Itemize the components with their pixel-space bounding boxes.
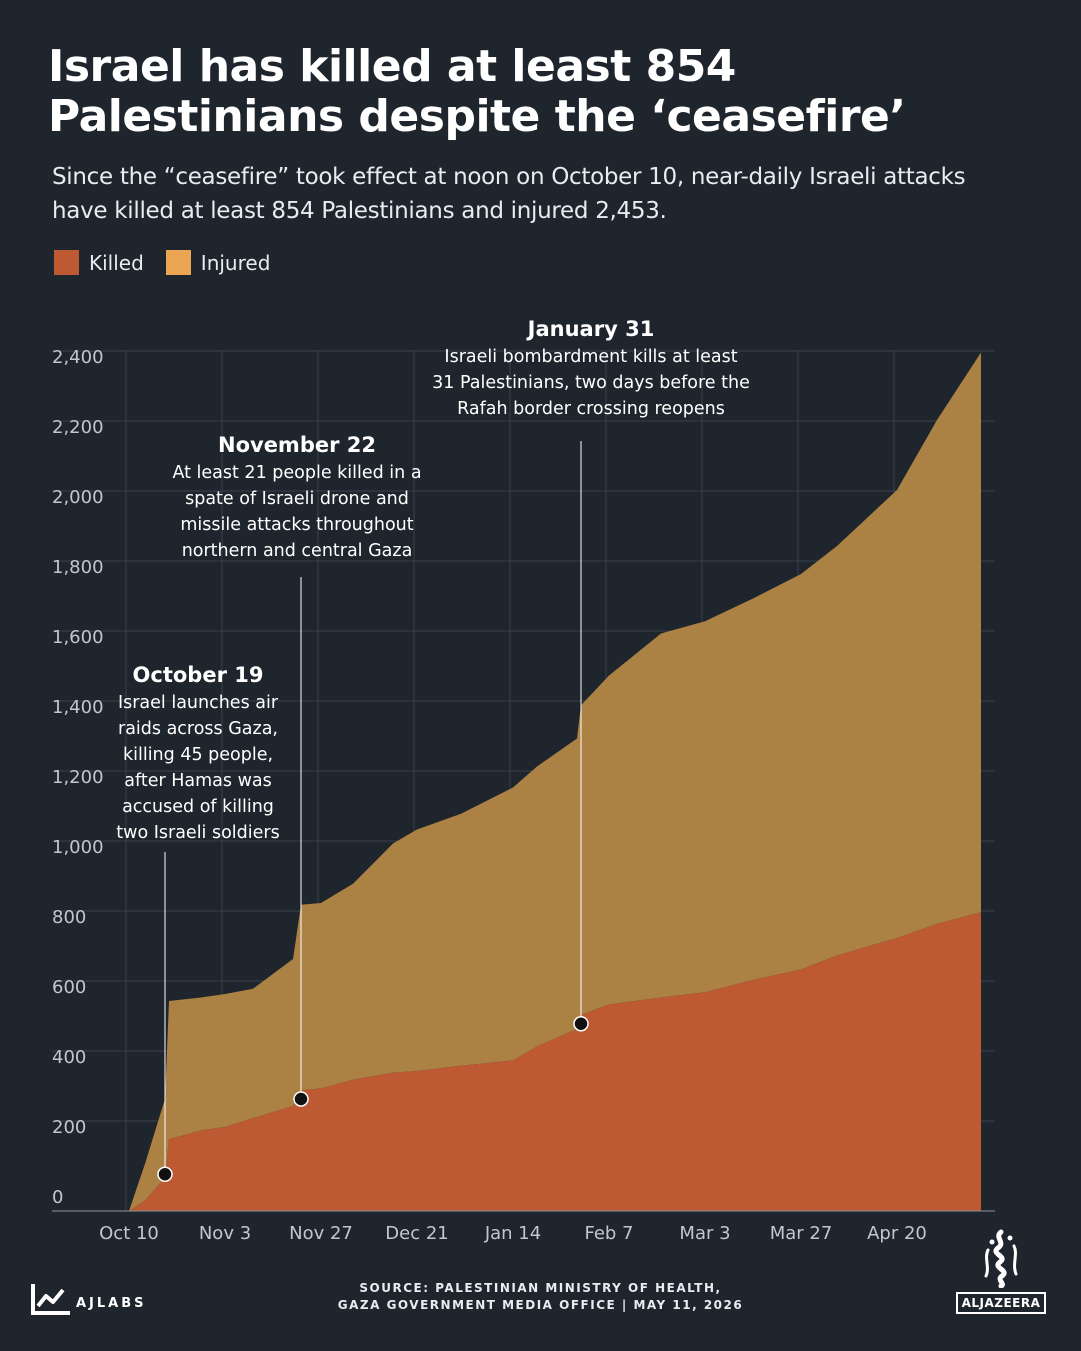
annotation-text-line: missile attacks throughout (180, 515, 413, 535)
y-tick-label: 400 (52, 1047, 86, 1068)
annotation-text-line: after Hamas was (124, 771, 271, 791)
y-tick-label: 2,400 (52, 347, 104, 368)
aljazeera-logo: ALJAZEERA (955, 1228, 1047, 1314)
y-tick-label: 0 (52, 1187, 63, 1208)
annotation-text-line: 31 Palestinians, two days before the (432, 373, 750, 393)
legend-item-killed: Killed (54, 250, 144, 275)
chart-line-icon (31, 1284, 70, 1315)
legend-label-injured: Injured (200, 250, 271, 275)
annotation-title: November 22 (218, 433, 376, 457)
aljazeera-calligraphy-icon (984, 1229, 1018, 1289)
annotation-text-line: accused of killing (122, 797, 274, 817)
chart-subtitle: Since the “ceasefire” took effect at noo… (52, 160, 1052, 228)
x-tick-label: Mar 27 (770, 1223, 833, 1244)
annotation-text-line: raids across Gaza, (118, 719, 278, 739)
source-note: SOURCE: PALESTINIAN MINISTRY OF HEALTH, … (0, 1280, 1081, 1314)
legend: Killed Injured (54, 250, 292, 275)
source-line-1: SOURCE: PALESTINIAN MINISTRY OF HEALTH, (359, 1281, 722, 1295)
annotation-marker (573, 1016, 589, 1032)
x-tick-label: Mar 3 (679, 1223, 730, 1244)
source-line-2: GAZA GOVERNMENT MEDIA OFFICE | MAY 11, 2… (337, 1298, 744, 1312)
x-tick-label: Feb 7 (584, 1223, 633, 1244)
subtitle-line-2: have killed at least 854 Palestinians an… (52, 198, 667, 224)
y-tick-label: 800 (52, 907, 86, 928)
y-tick-label: 1,600 (52, 627, 104, 648)
legend-item-injured: Injured (165, 250, 271, 275)
subtitle-line-1: Since the “ceasefire” took effect at noo… (52, 164, 966, 190)
legend-label-killed: Killed (89, 250, 144, 275)
annotation-title: January 31 (526, 317, 655, 341)
annotation-text-line: spate of Israeli drone and (185, 489, 409, 509)
annotation-text-line: Israel launches air (118, 693, 279, 713)
y-tick-label: 1,000 (52, 837, 104, 858)
y-tick-label: 1,200 (52, 767, 104, 788)
annotation-marker (293, 1091, 309, 1107)
y-tick-label: 2,000 (52, 487, 104, 508)
y-tick-label: 200 (52, 1117, 86, 1138)
annotation-text-line: killing 45 people, (123, 745, 273, 765)
annotation-marker (157, 1166, 173, 1182)
title-line-1: Israel has killed at least 854 (48, 41, 736, 92)
area-killed (129, 912, 981, 1211)
annotation-text-line: At least 21 people killed in a (172, 463, 421, 483)
title-line-2: Palestinians despite the ‘ceasefire’ (48, 91, 906, 142)
y-tick-label: 1,800 (52, 557, 104, 578)
x-tick-label: Nov 27 (289, 1223, 353, 1244)
annotations: October 19 Israel launches air raids acros… (116, 317, 750, 1182)
legend-swatch-killed (54, 250, 79, 275)
annotation-text-line: Rafah border crossing reopens (457, 399, 725, 419)
x-tick-label: Oct 10 (99, 1223, 159, 1244)
annotation-text-line: Israeli bombardment kills at least (444, 347, 737, 367)
area-injured (129, 352, 981, 1211)
legend-swatch-injured (165, 250, 191, 275)
x-tick-label: Jan 14 (484, 1223, 541, 1244)
x-tick-label: Apr 20 (867, 1223, 927, 1244)
chart-title: Israel has killed at least 854 Palestini… (48, 42, 1048, 142)
y-tick-label: 1,400 (52, 697, 104, 718)
annotation-text-line: northern and central Gaza (182, 541, 413, 561)
y-tick-label: 2,200 (52, 417, 104, 438)
ajlabs-label: AJLABS (76, 1295, 147, 1311)
x-tick-label: Dec 21 (385, 1223, 448, 1244)
axes: 0 200 400 600 800 1,000 1,200 1,400 1,600 1,800 2,… (52, 347, 995, 1244)
y-tick-label: 600 (52, 977, 86, 998)
aljazeera-badge: ALJAZEERA (955, 1292, 1047, 1314)
ajlabs-logo: AJLABS (30, 1282, 147, 1316)
areas (129, 352, 981, 1211)
annotation-text-line: two Israeli soldiers (116, 823, 279, 843)
annotation-title: October 19 (133, 663, 264, 687)
x-tick-label: Nov 3 (199, 1223, 251, 1244)
